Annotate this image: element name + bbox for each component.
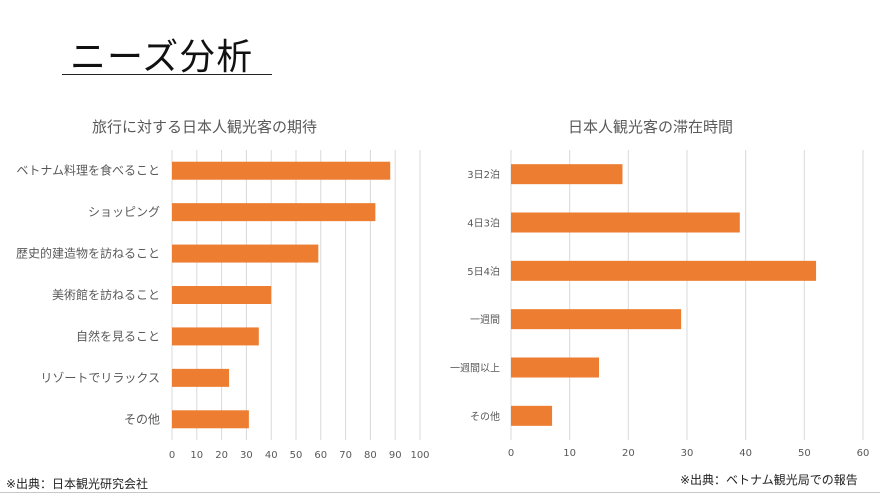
bottom-divider xyxy=(0,492,880,493)
bar xyxy=(172,244,319,263)
category-label: その他 xyxy=(124,412,160,426)
x-tick-label: 0 xyxy=(169,450,175,461)
bar xyxy=(172,368,230,387)
bar xyxy=(172,203,376,222)
bar xyxy=(511,164,623,185)
x-tick-label: 10 xyxy=(563,448,576,459)
x-tick-label: 20 xyxy=(622,448,635,459)
chart-title-stay-length: 日本人観光客の滞在時間 xyxy=(568,118,734,136)
bar xyxy=(172,410,249,429)
bar xyxy=(511,405,553,426)
bar xyxy=(172,161,391,180)
x-tick-label: 100 xyxy=(410,450,429,461)
x-tick-label: 60 xyxy=(857,448,870,459)
chart-title-expectations: 旅行に対する日本人観光客の期待 xyxy=(92,118,318,136)
x-tick-label: 30 xyxy=(681,448,694,459)
category-label: 一週間以上 xyxy=(450,363,500,375)
source-note-left: ※出典：日本観光研究会社 xyxy=(6,477,149,491)
bar xyxy=(511,212,740,233)
x-tick-label: 80 xyxy=(364,450,377,461)
category-label: 4日3泊 xyxy=(467,218,500,230)
x-tick-label: 40 xyxy=(739,448,752,459)
x-tick-label: 0 xyxy=(508,448,514,459)
x-tick-label: 20 xyxy=(215,450,228,461)
category-label: ベトナム料理を食べること xyxy=(16,163,160,178)
x-tick-label: 10 xyxy=(190,450,203,461)
bar xyxy=(511,357,599,378)
bar xyxy=(172,286,272,304)
x-tick-label: 50 xyxy=(798,448,811,459)
x-tick-label: 50 xyxy=(290,450,303,461)
category-label: 歴史的建造物を訪ねること xyxy=(16,246,160,261)
x-tick-label: 40 xyxy=(265,450,278,461)
x-tick-label: 30 xyxy=(240,450,253,461)
slide-title: ニーズ分析 xyxy=(70,37,254,78)
source-note-right: ※出典：ベトナム観光局での報告 xyxy=(680,473,858,487)
x-tick-label: 60 xyxy=(314,450,327,461)
category-label: リゾートでリラックス xyxy=(40,371,160,385)
category-label: 美術館を訪ねること xyxy=(52,287,160,302)
bar xyxy=(511,309,682,330)
bar xyxy=(511,260,817,281)
category-label: その他 xyxy=(470,410,500,423)
x-tick-label: 70 xyxy=(339,450,352,461)
x-tick-label: 90 xyxy=(389,450,402,461)
category-label: ショッピング xyxy=(88,205,160,219)
category-label: 自然を見ること xyxy=(76,328,160,343)
bar xyxy=(172,327,259,346)
category-label: 一週間 xyxy=(470,314,500,326)
category-label: 5日4泊 xyxy=(467,266,500,278)
title-underline xyxy=(62,74,272,75)
category-label: 3日2泊 xyxy=(467,169,500,181)
